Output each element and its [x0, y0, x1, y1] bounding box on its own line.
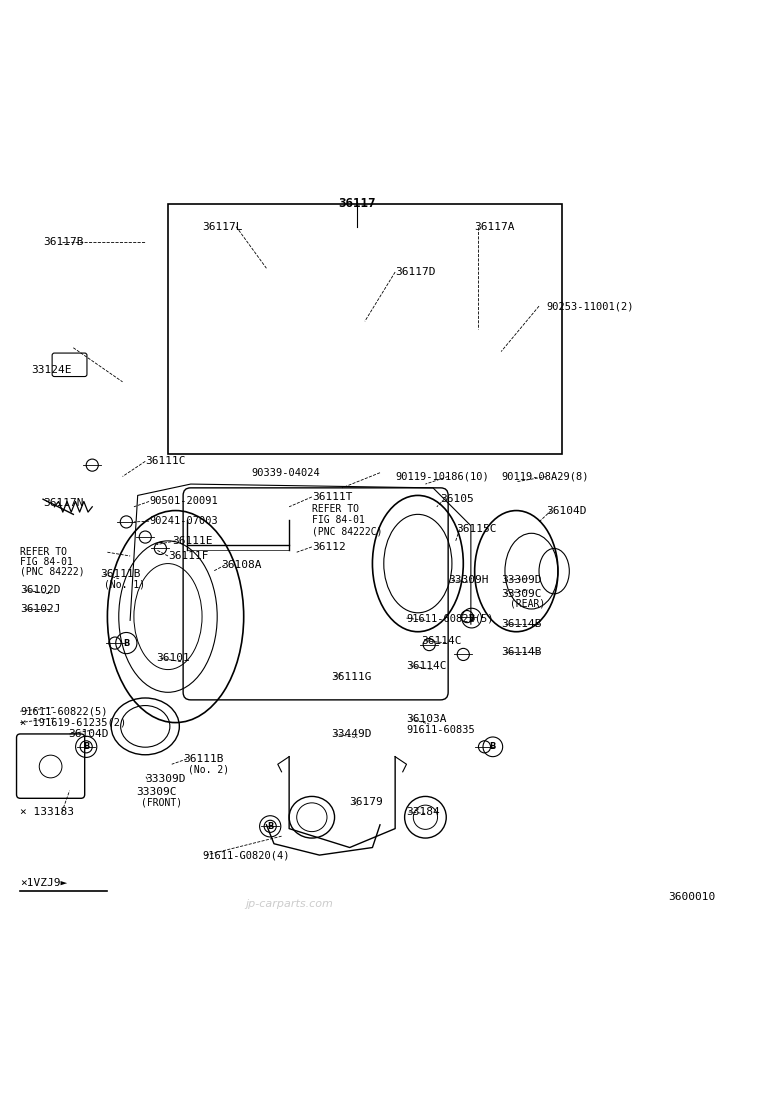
Text: 36117A: 36117A: [475, 221, 515, 231]
Text: 90339-04024: 90339-04024: [252, 468, 320, 478]
Text: FIG 84-01: FIG 84-01: [312, 515, 365, 525]
Text: 36111B: 36111B: [183, 754, 223, 764]
Text: 36114B: 36114B: [501, 647, 542, 657]
Text: (PNC 84222C): (PNC 84222C): [312, 527, 382, 537]
Text: 33309D: 33309D: [501, 575, 542, 585]
Text: 33309D: 33309D: [145, 774, 185, 784]
Text: 36102D: 36102D: [21, 585, 61, 595]
Text: 36114B: 36114B: [501, 619, 542, 629]
Text: 36115C: 36115C: [456, 525, 496, 535]
Text: (No. 1): (No. 1): [104, 579, 145, 589]
Text: 91611-60822(5): 91611-60822(5): [407, 613, 494, 623]
Text: 36111C: 36111C: [145, 456, 185, 466]
Text: (PNC 84222): (PNC 84222): [21, 567, 85, 577]
Text: × 133183: × 133183: [21, 807, 74, 817]
Text: REFER TO: REFER TO: [312, 504, 359, 514]
Text: ×1VZJ9►: ×1VZJ9►: [21, 878, 68, 888]
Text: 36111B: 36111B: [100, 569, 141, 579]
Text: 36117: 36117: [338, 198, 376, 210]
Text: 90241-07003: 90241-07003: [149, 516, 218, 526]
Text: jp-carparts.com: jp-carparts.com: [245, 900, 333, 910]
Text: 33309C: 33309C: [501, 589, 542, 599]
Text: 36112: 36112: [312, 542, 346, 552]
Text: B: B: [123, 638, 129, 647]
Text: 36117B: 36117B: [43, 237, 84, 247]
Text: 36104D: 36104D: [68, 729, 109, 739]
Text: 33309C: 33309C: [136, 787, 176, 797]
Text: × 191619-61235(2): × 191619-61235(2): [21, 717, 127, 727]
Text: B: B: [468, 614, 475, 623]
Text: FIG 84-01: FIG 84-01: [21, 557, 73, 567]
Text: 36117N: 36117N: [43, 498, 84, 508]
Text: 36114C: 36114C: [422, 636, 462, 646]
Text: 36103A: 36103A: [407, 714, 447, 724]
Text: 36117L: 36117L: [202, 221, 242, 231]
Text: (No. 2): (No. 2): [188, 765, 230, 775]
Text: 90119-08A29(8): 90119-08A29(8): [501, 471, 589, 481]
Text: (FRONT): (FRONT): [141, 797, 182, 807]
Text: 91611-G0820(4): 91611-G0820(4): [202, 850, 290, 860]
Text: 36108A: 36108A: [221, 560, 261, 570]
Text: B: B: [83, 743, 90, 752]
Text: 36179: 36179: [350, 797, 384, 807]
Text: 33309H: 33309H: [448, 575, 489, 585]
Text: 33449D: 33449D: [331, 729, 372, 739]
Text: 36117D: 36117D: [395, 267, 435, 277]
Text: 36111T: 36111T: [312, 492, 353, 502]
Text: 91611-60835: 91611-60835: [407, 725, 475, 735]
Text: 36104D: 36104D: [546, 506, 587, 516]
Text: 36102J: 36102J: [21, 604, 61, 614]
Text: 90253-11001(2): 90253-11001(2): [546, 301, 634, 311]
Text: (REAR): (REAR): [510, 598, 546, 608]
Text: REFER TO: REFER TO: [21, 547, 68, 557]
Text: 91611-60822(5): 91611-60822(5): [21, 706, 108, 716]
Text: 90119-10186(10): 90119-10186(10): [395, 471, 489, 481]
Text: 36114C: 36114C: [407, 661, 447, 671]
Text: 3600010: 3600010: [668, 892, 715, 902]
Text: B: B: [489, 743, 496, 752]
Text: 90501-20091: 90501-20091: [149, 496, 218, 506]
Text: 33184: 33184: [407, 807, 440, 817]
Bar: [168, 203, 562, 454]
Text: B: B: [267, 822, 274, 831]
Text: 33124E: 33124E: [32, 366, 72, 376]
Text: 36111F: 36111F: [168, 552, 208, 560]
Text: 36111G: 36111G: [331, 672, 372, 682]
Text: 36111E: 36111E: [172, 536, 212, 546]
Text: 36101: 36101: [157, 653, 190, 663]
Text: 36105: 36105: [441, 494, 474, 504]
